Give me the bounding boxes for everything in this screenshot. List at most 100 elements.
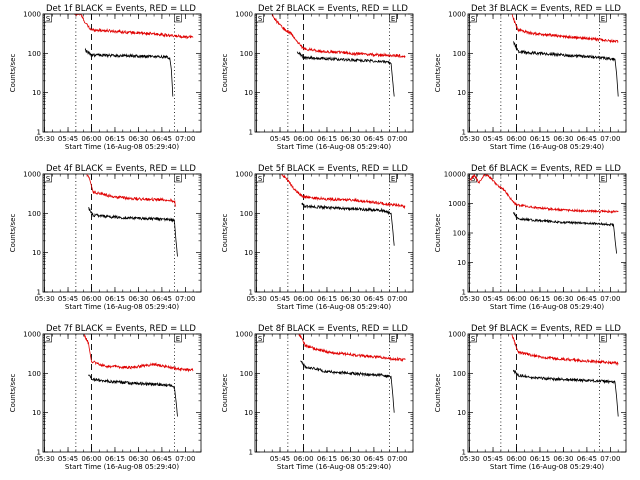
y-tick-label: 1000 (235, 331, 253, 339)
x-tick-label: 06:15 (105, 295, 125, 303)
events-series-line (300, 360, 395, 413)
events-series-line (301, 202, 395, 246)
x-tick-label: 06:15 (105, 455, 125, 463)
x-tick-label: 06:45 (364, 295, 384, 303)
panel-det-3: Det 3f BLACK = Events, RED = LLD 1 10 100 10… (434, 4, 627, 151)
start-marker-label: S (258, 335, 263, 343)
x-tick-label: 06:00 (506, 135, 526, 143)
y-tick-label: 1000 (448, 200, 466, 208)
y-tick-label: 100 (453, 370, 466, 378)
lld-series-line (298, 334, 406, 363)
events-series-line (513, 41, 619, 97)
y-tick-label: 10 (244, 89, 253, 97)
x-tick-label: 05:30 (459, 295, 479, 303)
x-tick-label: 06:30 (128, 135, 148, 143)
y-tick-label: 100 (240, 210, 253, 218)
y-axis-label: Counts/sec (221, 54, 229, 93)
end-marker-label: E (601, 15, 605, 23)
panel-title: Det 9f BLACK = Events, RED = LLD (471, 324, 621, 334)
start-marker-label: S (471, 175, 476, 183)
x-tick-label: 05:45 (58, 455, 78, 463)
panel-title: Det 2f BLACK = Events, RED = LLD (258, 4, 408, 14)
y-axis-label: Counts/sec (9, 54, 17, 93)
y-tick-label: 100 (453, 230, 466, 238)
x-tick-label: 06:30 (340, 135, 360, 143)
panel-title: Det 3f BLACK = Events, RED = LLD (471, 4, 621, 14)
lld-series-line (511, 14, 619, 44)
x-axis-label: Start Time (16-Aug-08 05:29:40) (277, 143, 391, 151)
y-tick-label: 1 (462, 449, 466, 457)
plot-frame (467, 333, 627, 453)
x-tick-label: 05:30 (459, 455, 479, 463)
y-tick-label: 10 (32, 89, 41, 97)
panel-title: Det 1f BLACK = Events, RED = LLD (46, 4, 196, 14)
y-tick-label: 10 (244, 249, 253, 257)
y-tick-label: 10 (244, 409, 253, 417)
y-tick-label: 1 (462, 129, 466, 137)
y-tick-label: 100 (240, 50, 253, 58)
plot-frame (254, 13, 414, 133)
y-tick-label: 10 (457, 409, 466, 417)
x-tick-label: 06:00 (81, 455, 101, 463)
x-tick-label: 06:15 (530, 295, 550, 303)
y-axis-label: Counts/sec (221, 374, 229, 413)
panel-det-5: Det 5f BLACK = Events, RED = LLD 1 10 100 10… (221, 164, 414, 311)
x-tick-label: 07:00 (387, 455, 407, 463)
x-tick-label: 06:15 (105, 135, 125, 143)
start-marker-label: S (258, 175, 263, 183)
end-marker-label: E (601, 175, 605, 183)
x-tick-label: 07:00 (600, 135, 620, 143)
x-tick-label: 06:45 (152, 295, 172, 303)
x-tick-label: 06:45 (364, 135, 384, 143)
y-tick-label: 1000 (23, 11, 41, 19)
start-marker-label: S (471, 15, 476, 23)
panel-det-9: Det 9f BLACK = Events, RED = LLD 1 10 100 10… (434, 324, 627, 471)
plot-frame (42, 333, 202, 453)
panel-det-8: Det 8f BLACK = Events, RED = LLD 1 10 100 10… (221, 324, 414, 471)
plot-frame (467, 173, 627, 293)
x-tick-label: 05:30 (34, 455, 54, 463)
end-marker-label: E (176, 175, 180, 183)
end-marker-label: E (391, 175, 395, 183)
y-tick-label: 10 (32, 249, 41, 257)
y-axis-label: Counts/sec (434, 214, 442, 253)
x-tick-label: 06:00 (506, 295, 526, 303)
panel-det-2: Det 2f BLACK = Events, RED = LLD 1 10 100 10… (221, 4, 414, 151)
y-tick-label: 1000 (448, 331, 466, 339)
x-axis-label: Start Time (16-Aug-08 05:29:40) (65, 303, 179, 311)
x-tick-label: 07:00 (175, 455, 195, 463)
x-tick-label: 06:30 (128, 455, 148, 463)
x-tick-label: 05:45 (270, 295, 290, 303)
x-axis-label: Start Time (16-Aug-08 05:29:40) (277, 463, 391, 471)
events-series-line (513, 211, 617, 254)
x-axis-label: Start Time (16-Aug-08 05:29:40) (65, 463, 179, 471)
y-tick-label: 100 (28, 50, 41, 58)
x-tick-label: 07:00 (175, 295, 195, 303)
x-tick-label: 06:00 (81, 295, 101, 303)
x-tick-label: 05:45 (270, 455, 290, 463)
x-tick-label: 07:00 (387, 135, 407, 143)
x-tick-label: 06:45 (577, 135, 597, 143)
y-tick-label: 1 (462, 289, 466, 297)
panel-det-4: Det 4f BLACK = Events, RED = LLD 1 10 100 10… (9, 164, 202, 311)
x-axis-label: Start Time (16-Aug-08 05:29:40) (65, 143, 179, 151)
lld-series-line (272, 14, 406, 59)
lld-series-line (469, 174, 619, 214)
x-tick-label: 06:30 (128, 295, 148, 303)
x-tick-label: 06:45 (364, 455, 384, 463)
y-tick-label: 1000 (235, 171, 253, 179)
x-tick-label: 06:00 (293, 295, 313, 303)
x-tick-label: 06:15 (317, 135, 337, 143)
lld-series-line (83, 334, 194, 373)
events-series-line (88, 374, 178, 417)
y-axis-label: Counts/sec (434, 54, 442, 93)
y-tick-label: 10 (457, 89, 466, 97)
x-tick-label: 06:00 (293, 135, 313, 143)
plot-frame (254, 333, 414, 453)
x-tick-label: 06:45 (577, 455, 597, 463)
x-tick-label: 05:45 (58, 295, 78, 303)
lld-series-line (511, 334, 619, 366)
x-tick-label: 07:00 (600, 455, 620, 463)
